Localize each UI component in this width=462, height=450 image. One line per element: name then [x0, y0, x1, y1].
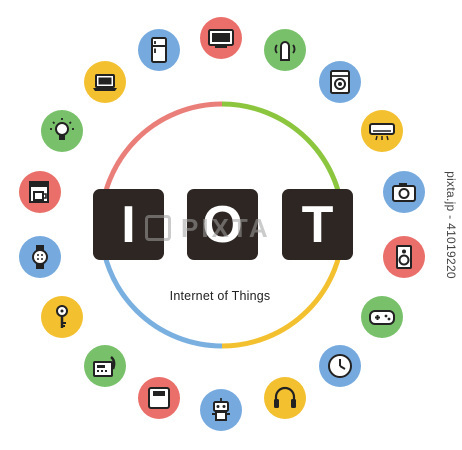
key-icon	[41, 296, 83, 338]
letter-i: I	[121, 195, 136, 254]
light-bulb-icon	[41, 110, 83, 152]
refrigerator-icon	[138, 29, 180, 71]
watermark-side: pixta.jp - 41019220	[440, 0, 462, 450]
tile-letter-o: O	[187, 189, 258, 260]
watermark-logo-icon	[145, 215, 171, 241]
washing-machine-icon	[319, 61, 361, 103]
letter-o: O	[202, 195, 243, 254]
game-controller-icon	[361, 296, 403, 338]
air-conditioner-icon	[361, 110, 403, 152]
smartwatch-icon	[19, 236, 61, 278]
clock-icon	[319, 345, 361, 387]
robot-icon	[200, 389, 242, 431]
laptop-icon	[84, 61, 126, 103]
watermark-overlay-text: PIXTA	[181, 212, 271, 243]
camera-icon	[383, 171, 425, 213]
smart-speaker-icon	[264, 29, 306, 71]
watermark-side-text: pixta.jp - 41019220	[444, 171, 458, 279]
fax-phone-icon	[84, 345, 126, 387]
tile-letter-i: I	[93, 189, 164, 260]
tv-icon	[200, 17, 242, 59]
watermark-overlay: PIXTA	[145, 213, 325, 243]
tile-letter-t: T	[282, 189, 353, 260]
headphones-icon	[264, 377, 306, 419]
speaker-icon	[383, 236, 425, 278]
letter-t: T	[301, 195, 334, 254]
subtitle: Internet of Things	[169, 289, 271, 303]
coffee-maker-icon	[19, 171, 61, 213]
scale-icon	[138, 377, 180, 419]
